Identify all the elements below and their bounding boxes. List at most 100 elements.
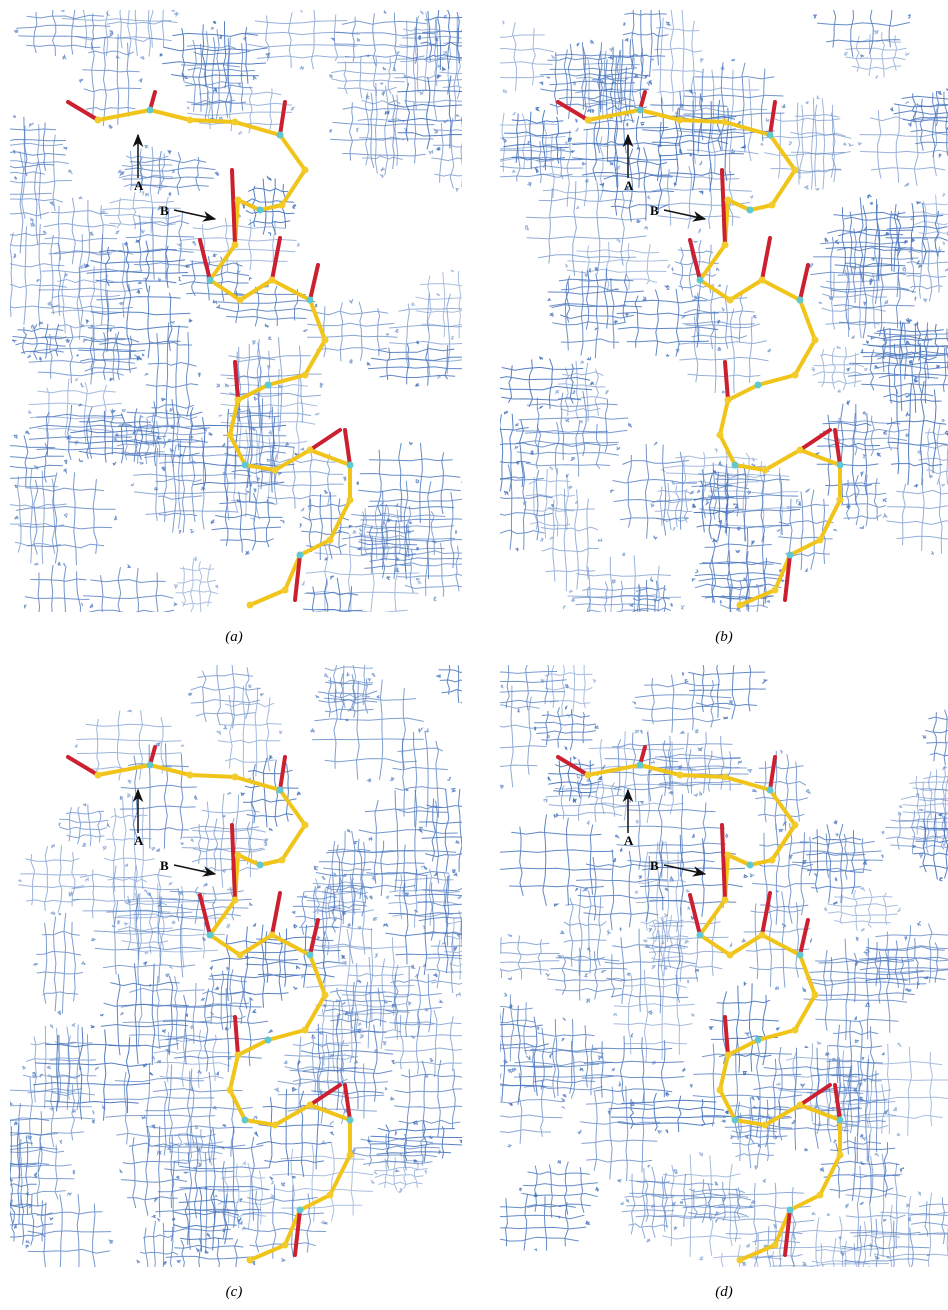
mesh-line	[18, 880, 21, 882]
mesh-line	[357, 481, 359, 484]
mesh-line	[610, 557, 612, 660]
mesh-line	[548, 777, 551, 781]
mesh-line	[50, 1218, 53, 1220]
mesh-line	[624, 1042, 687, 1044]
mesh-blob	[614, 285, 720, 356]
mesh-line	[737, 986, 740, 1073]
mesh-line	[753, 458, 755, 461]
mesh-line	[60, 1195, 62, 1289]
mesh-line	[816, 188, 819, 190]
mesh-line	[125, 864, 128, 866]
density-map	[455, 0, 948, 661]
mesh-line	[433, 597, 436, 601]
atom	[727, 952, 734, 959]
mesh-line	[26, 858, 80, 861]
mesh-line	[430, 1058, 433, 1062]
mesh-line	[43, 992, 79, 995]
mesh-blob	[810, 1237, 869, 1300]
mesh-line	[866, 475, 868, 527]
mesh-line	[319, 862, 424, 865]
mesh-line	[27, 613, 91, 616]
mesh-line	[487, 65, 490, 67]
mesh-line	[270, 88, 272, 129]
mesh-line	[396, 1170, 399, 1172]
mesh-line	[213, 886, 216, 925]
mesh-line	[281, 1183, 285, 1186]
atom	[347, 1117, 354, 1124]
mesh-line	[504, 132, 571, 136]
mesh-line	[399, 1189, 402, 1193]
mesh-line	[915, 297, 917, 300]
mesh-line	[42, 932, 80, 936]
mesh-line	[815, 1019, 898, 1021]
mesh-line	[763, 680, 767, 683]
mesh-line	[3, 115, 6, 179]
mesh-line	[748, 651, 751, 711]
mesh-line	[884, 1219, 886, 1221]
mesh-line	[710, 680, 713, 727]
mesh-blob	[685, 641, 767, 719]
mesh-line	[314, 867, 317, 870]
mesh-line	[394, 1106, 470, 1109]
mesh-line	[172, 1218, 175, 1220]
mesh-line	[308, 504, 346, 507]
mesh-line	[634, 555, 637, 659]
mesh-line	[462, 28, 466, 31]
mesh-line	[369, 837, 372, 840]
mesh-line	[731, 309, 735, 393]
mesh-line	[62, 272, 66, 333]
mesh-blob	[908, 1194, 948, 1244]
atom	[322, 992, 329, 999]
mesh-blob	[391, 728, 451, 828]
mesh-line	[145, 952, 147, 954]
panel: AB(d)	[454, 641, 948, 1303]
mesh-line	[77, 1194, 79, 1289]
mesh-line	[474, 655, 477, 696]
mesh-line	[467, 301, 471, 369]
mesh-line	[913, 852, 948, 856]
mesh-line	[293, 1177, 296, 1179]
mesh-line	[651, 629, 654, 632]
mesh-blob	[816, 401, 881, 508]
mesh-line	[431, 158, 481, 161]
atom	[297, 1207, 304, 1214]
mesh-line	[861, 384, 948, 387]
mesh-line	[316, 311, 388, 315]
mesh-line	[426, 969, 491, 972]
mesh-line	[681, 605, 684, 609]
mesh-line	[540, 82, 543, 85]
mesh-line	[152, 964, 155, 1066]
mesh-line	[917, 202, 920, 204]
mesh-line	[674, 1170, 677, 1174]
mesh-line	[429, 151, 433, 155]
mesh-line	[388, 104, 489, 107]
mesh-line	[154, 1062, 230, 1065]
mesh-line	[6, 514, 9, 517]
mesh-line	[524, 1194, 528, 1251]
mesh-line	[706, 502, 709, 505]
mesh-line	[849, 143, 853, 147]
mesh-blob	[709, 983, 779, 1075]
mesh-line	[863, 455, 865, 459]
mesh-line	[218, 308, 314, 312]
mesh-line	[754, 316, 757, 318]
mesh-line	[243, 1162, 246, 1165]
mesh-line	[805, 185, 809, 188]
mesh-line	[331, 657, 334, 661]
mesh-line	[193, 242, 196, 245]
atom	[265, 1037, 272, 1044]
mesh-line	[700, 191, 703, 194]
mesh-line	[595, 369, 598, 416]
mesh-line	[884, 431, 887, 434]
mesh-line	[493, 910, 496, 913]
mesh-line	[91, 266, 95, 341]
mesh-line	[862, 1057, 864, 1060]
atom	[232, 897, 239, 904]
mesh-line	[639, 929, 641, 1012]
mesh-line	[621, 192, 624, 266]
mesh-line	[360, 474, 461, 478]
mesh-line	[916, 776, 920, 835]
mesh-line	[103, 37, 106, 126]
mesh-line	[527, 182, 531, 186]
mesh-line	[246, 551, 249, 554]
